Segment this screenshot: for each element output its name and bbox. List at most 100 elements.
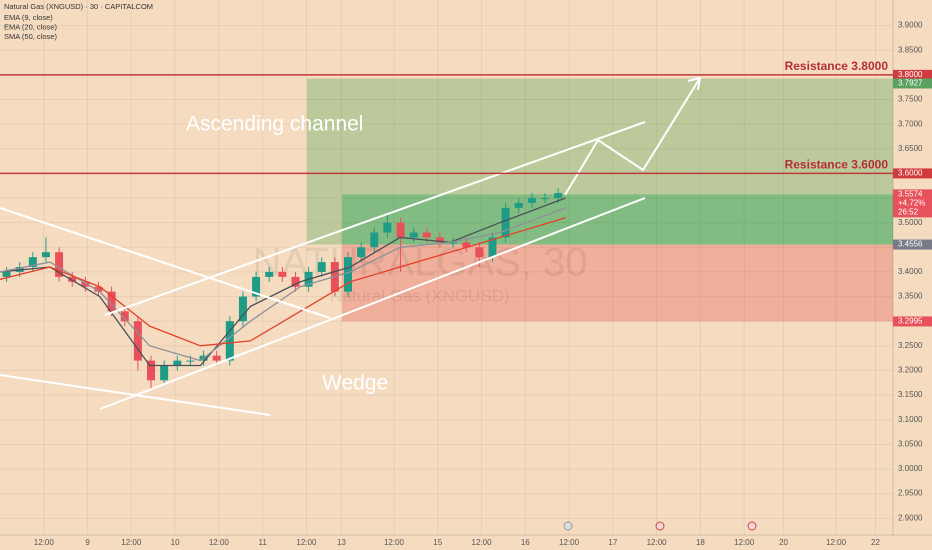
- x-tick-label: 16: [521, 538, 530, 547]
- indicator-line: [0, 197, 566, 367]
- y-tick-label: 3.3500: [898, 292, 923, 301]
- wedge-upper-line: [0, 207, 331, 319]
- y-tick-label: 3.5000: [898, 218, 923, 227]
- x-tick-label: 12:00: [121, 538, 142, 547]
- candle-body: [41, 252, 50, 258]
- y-tick-label: 3.0000: [898, 464, 923, 473]
- y-tick-label: 3.1000: [898, 415, 923, 424]
- y-tick-label: 3.1500: [898, 390, 923, 399]
- candle-body: [370, 232, 379, 248]
- candle-body: [186, 360, 195, 362]
- candle-body: [422, 232, 431, 238]
- x-tick-label: 12:00: [384, 538, 405, 547]
- candle-body: [28, 257, 37, 268]
- indicator-line: [0, 217, 566, 347]
- candle-body: [488, 237, 497, 258]
- price-label: 3.5574: [898, 190, 923, 199]
- candle-body: [409, 232, 418, 238]
- watermark: NATURALGAS, 30: [253, 241, 588, 285]
- candle-body: [173, 360, 182, 366]
- candle-body: [107, 291, 116, 312]
- event-icon[interactable]: [563, 521, 573, 531]
- x-tick-label: 13: [337, 538, 346, 547]
- chart-title: Natural Gas (XNGUSD) · 30 · CAPITALCOM: [4, 2, 153, 11]
- event-icon[interactable]: [655, 521, 665, 531]
- price-label: 3.7927: [898, 79, 923, 88]
- candle-body: [317, 262, 326, 272]
- y-tick-label: 2.9500: [898, 489, 923, 498]
- price-label: 3.6000: [898, 169, 923, 178]
- indicator-line: [0, 207, 566, 362]
- candle-body: [2, 271, 11, 277]
- candle-body: [527, 198, 536, 203]
- legend-entry: EMA (9, close): [4, 13, 53, 22]
- candle-body: [238, 296, 247, 322]
- event-icons: [563, 521, 757, 531]
- y-tick-label: 3.7000: [898, 119, 923, 128]
- candle-body: [554, 193, 563, 199]
- event-icon[interactable]: [747, 521, 757, 531]
- channel-upper-line: [104, 121, 646, 316]
- candle-body: [278, 271, 287, 277]
- position-zone: [342, 194, 893, 245]
- projection-arrowhead: [687, 76, 702, 91]
- candle-body: [120, 311, 129, 322]
- candle-body: [514, 202, 523, 208]
- x-tick-label: 15: [433, 538, 442, 547]
- candle-body: [462, 242, 471, 248]
- resistance-label: Resistance 3.8000: [785, 59, 889, 73]
- price-label-box: [893, 168, 932, 179]
- y-tick-label: 3.7500: [898, 95, 923, 104]
- candle-body: [449, 242, 458, 244]
- candle-body: [133, 321, 142, 361]
- x-tick-label: 12:00: [559, 538, 580, 547]
- price-label-box: [893, 239, 932, 250]
- x-tick-label: 12:00: [472, 538, 493, 547]
- projection-path: [564, 77, 701, 196]
- x-tick-label: 20: [779, 538, 788, 547]
- price-label: 3.4556: [898, 240, 923, 249]
- price-label: 3.2995: [898, 317, 923, 326]
- candle-body: [160, 365, 169, 381]
- legend-entry: SMA (50, close): [4, 32, 57, 41]
- y-tick-label: 3.2500: [898, 341, 923, 350]
- resistance-label: Resistance 3.6000: [785, 158, 889, 172]
- candle-body: [475, 247, 484, 258]
- x-tick-label: 12:00: [734, 538, 755, 547]
- y-tick-label: 3.9000: [898, 21, 923, 30]
- candle-body: [55, 252, 64, 277]
- annotation: Wedge: [322, 372, 388, 395]
- annotation: Ascending channel: [186, 113, 363, 136]
- price-label-box: [893, 78, 932, 89]
- candle-body: [291, 276, 300, 287]
- position-zone: [307, 78, 893, 245]
- watermark-subtitle: Natural Gas (XNGUSD): [330, 286, 509, 305]
- price-label-box: [893, 316, 932, 327]
- x-tick-label: 12:00: [647, 538, 668, 547]
- price-label-box: [893, 69, 932, 80]
- y-tick-label: 3.6500: [898, 144, 923, 153]
- y-tick-label: 3.4000: [898, 267, 923, 276]
- candle-body: [252, 276, 261, 297]
- x-tick-label: 12:00: [209, 538, 230, 547]
- x-tick-label: 12:00: [34, 538, 55, 547]
- candle-body: [212, 355, 221, 361]
- candle-body: [265, 271, 274, 277]
- x-tick-label: 17: [608, 538, 617, 547]
- candle-body: [344, 257, 353, 292]
- drawings: [0, 76, 702, 416]
- candle-body: [540, 198, 549, 200]
- candle-body: [147, 360, 156, 381]
- y-tick-label: 3.8500: [898, 45, 923, 54]
- candle-body: [501, 207, 510, 238]
- candle-body: [396, 222, 405, 238]
- x-tick-label: 11: [258, 538, 267, 547]
- x-tick-label: 10: [171, 538, 180, 547]
- price-change: +4.72%: [898, 199, 925, 208]
- x-tick-label: 22: [871, 538, 880, 547]
- y-tick-label: 2.9000: [898, 513, 923, 522]
- candle-body: [225, 321, 234, 361]
